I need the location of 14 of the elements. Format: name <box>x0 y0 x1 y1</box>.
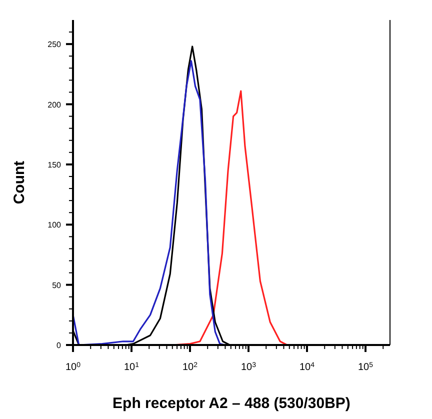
x-axis-title: Eph receptor A2 – 488 (530/30BP) <box>112 395 350 412</box>
x-tick-label: 10$^{0}$ <box>65 362 81 373</box>
y-tick-label: 100 <box>48 220 62 230</box>
y-axis-title: Count <box>11 160 28 204</box>
y-tick-label: 50 <box>52 280 62 290</box>
x-tick-label: 10$^{2}$ <box>182 362 198 373</box>
y-tick-label: 250 <box>48 40 62 50</box>
x-tick-label: 10$^{4}$ <box>299 362 315 373</box>
y-tick-label: 200 <box>48 100 62 110</box>
x-tick-label: 10$^{3}$ <box>240 362 256 373</box>
y-tick-label: 0 <box>56 341 62 350</box>
x-tick-label: 10$^{1}$ <box>124 362 140 373</box>
y-tick-label: 150 <box>48 160 62 170</box>
x-tick-label: 10$^{5}$ <box>358 362 374 373</box>
